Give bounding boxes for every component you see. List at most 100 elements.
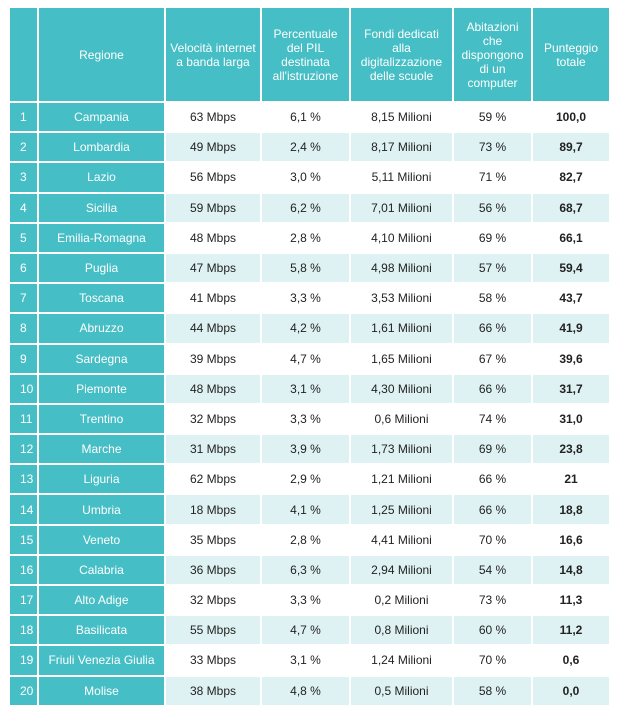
total-score-cell: 0,0 <box>533 676 609 705</box>
rank-cell: 3 <box>10 163 37 192</box>
broadband-speed-cell: 18 Mbps <box>166 495 260 524</box>
broadband-speed-cell: 39 Mbps <box>166 344 260 373</box>
broadband-speed-cell: 41 Mbps <box>166 284 260 313</box>
digitalization-funds-cell: 1,65 Milioni <box>351 344 452 373</box>
homes-with-computer-cell: 59 % <box>454 103 531 132</box>
region-cell: Toscana <box>39 284 164 313</box>
table-row: 9 Sardegna 39 Mbps 4,7 % 1,65 Milioni 67 % 39,… <box>10 344 609 373</box>
total-score-cell: 39,6 <box>533 344 609 373</box>
region-cell: Veneto <box>39 525 164 554</box>
gdp-education-cell: 3,0 % <box>262 163 349 192</box>
table-row: 4 Sicilia 59 Mbps 6,2 % 7,01 Milioni 56 % 68,7 <box>10 193 609 222</box>
region-cell: Friuli Venezia Giulia <box>39 646 164 675</box>
rank-cell: 2 <box>10 133 37 162</box>
digitalization-funds-cell: 1,73 Milioni <box>351 435 452 464</box>
region-cell: Liguria <box>39 465 164 494</box>
total-score-cell: 41,9 <box>533 314 609 343</box>
rank-cell: 11 <box>10 404 37 434</box>
homes-with-computer-cell: 73 % <box>454 586 531 615</box>
homes-with-computer-cell: 74 % <box>454 404 531 434</box>
table-row: 10 Piemonte 48 Mbps 3,1 % 4,30 Milioni 66 % 31… <box>10 374 609 403</box>
homes-with-computer-cell: 66 % <box>454 495 531 524</box>
table-row: 11 Trentino 32 Mbps 3,3 % 0,6 Milioni 74 % 31,… <box>10 404 609 434</box>
digitalization-funds-cell: 4,98 Milioni <box>351 253 452 283</box>
broadband-speed-cell: 38 Mbps <box>166 676 260 705</box>
rank-cell: 16 <box>10 555 37 584</box>
rank-cell: 19 <box>10 646 37 675</box>
table-row: 13 Liguria 62 Mbps 2,9 % 1,21 Milioni 66 % 21 <box>10 465 609 494</box>
region-cell: Trentino <box>39 404 164 434</box>
table-row: 20 Molise 38 Mbps 4,8 % 0,5 Milioni 58 % 0,0 <box>10 676 609 705</box>
digitalization-funds-cell: 4,30 Milioni <box>351 374 452 403</box>
rank-cell: 4 <box>10 193 37 222</box>
digitalization-funds-cell: 1,24 Milioni <box>351 646 452 675</box>
table-header-row: Regione Velocità internet a banda larga … <box>10 8 609 101</box>
broadband-speed-cell: 31 Mbps <box>166 435 260 464</box>
total-score-cell: 23,8 <box>533 435 609 464</box>
homes-with-computer-cell: 73 % <box>454 133 531 162</box>
homes-with-computer-cell: 70 % <box>454 525 531 554</box>
gdp-education-cell: 4,7 % <box>262 616 349 645</box>
digitalization-funds-cell: 2,94 Milioni <box>351 555 452 584</box>
gdp-education-cell: 6,1 % <box>262 103 349 132</box>
gdp-education-cell: 4,1 % <box>262 495 349 524</box>
region-cell: Basilicata <box>39 616 164 645</box>
gdp-education-cell: 6,2 % <box>262 193 349 222</box>
rank-cell: 20 <box>10 676 37 705</box>
total-score-cell: 14,8 <box>533 555 609 584</box>
rank-cell: 12 <box>10 435 37 464</box>
homes-with-computer-cell: 69 % <box>454 435 531 464</box>
broadband-speed-cell: 35 Mbps <box>166 525 260 554</box>
gdp-education-cell: 3,1 % <box>262 374 349 403</box>
broadband-speed-cell: 32 Mbps <box>166 586 260 615</box>
header-total-score: Punteggio totale <box>533 8 609 101</box>
gdp-education-cell: 3,3 % <box>262 586 349 615</box>
gdp-education-cell: 3,1 % <box>262 646 349 675</box>
table-row: 15 Veneto 35 Mbps 2,8 % 4,41 Milioni 70 % 16,6 <box>10 525 609 554</box>
region-cell: Abruzzo <box>39 314 164 343</box>
homes-with-computer-cell: 58 % <box>454 676 531 705</box>
table-row: 17 Alto Adige 32 Mbps 3,3 % 0,2 Milioni 73 % 1… <box>10 586 609 615</box>
header-gdp-education: Percentuale del PIL destinata all'istruz… <box>262 8 349 101</box>
homes-with-computer-cell: 60 % <box>454 616 531 645</box>
rank-cell: 14 <box>10 495 37 524</box>
header-rank <box>10 8 37 101</box>
gdp-education-cell: 3,3 % <box>262 284 349 313</box>
broadband-speed-cell: 36 Mbps <box>166 555 260 584</box>
homes-with-computer-cell: 70 % <box>454 646 531 675</box>
broadband-speed-cell: 59 Mbps <box>166 193 260 222</box>
digitalization-funds-cell: 0,5 Milioni <box>351 676 452 705</box>
rank-cell: 8 <box>10 314 37 343</box>
total-score-cell: 11,3 <box>533 586 609 615</box>
gdp-education-cell: 2,9 % <box>262 465 349 494</box>
total-score-cell: 89,7 <box>533 133 609 162</box>
broadband-speed-cell: 49 Mbps <box>166 133 260 162</box>
region-cell: Piemonte <box>39 374 164 403</box>
region-cell: Emilia-Romagna <box>39 223 164 252</box>
homes-with-computer-cell: 57 % <box>454 253 531 283</box>
region-cell: Sicilia <box>39 193 164 222</box>
region-cell: Umbria <box>39 495 164 524</box>
header-digitalization-funds: Fondi dedicati alla digitalizzazione del… <box>351 8 452 101</box>
digitalization-funds-cell: 0,6 Milioni <box>351 404 452 434</box>
digitalization-funds-cell: 0,2 Milioni <box>351 586 452 615</box>
digitalization-funds-cell: 7,01 Milioni <box>351 193 452 222</box>
table-row: 16 Calabria 36 Mbps 6,3 % 2,94 Milioni 54 % 14… <box>10 555 609 584</box>
table-row: 2 Lombardia 49 Mbps 2,4 % 8,17 Milioni 73 % 89… <box>10 133 609 162</box>
header-homes-with-computer: Abitazioni che dispongono di un computer <box>454 8 531 101</box>
table-row: 1 Campania 63 Mbps 6,1 % 8,15 Milioni 59 % 100… <box>10 103 609 132</box>
total-score-cell: 68,7 <box>533 193 609 222</box>
broadband-speed-cell: 47 Mbps <box>166 253 260 283</box>
homes-with-computer-cell: 67 % <box>454 344 531 373</box>
region-cell: Calabria <box>39 555 164 584</box>
region-cell: Campania <box>39 103 164 132</box>
rank-cell: 15 <box>10 525 37 554</box>
homes-with-computer-cell: 66 % <box>454 374 531 403</box>
total-score-cell: 82,7 <box>533 163 609 192</box>
broadband-speed-cell: 62 Mbps <box>166 465 260 494</box>
total-score-cell: 43,7 <box>533 284 609 313</box>
table-row: 8 Abruzzo 44 Mbps 4,2 % 1,61 Milioni 66 % 41,9 <box>10 314 609 343</box>
homes-with-computer-cell: 66 % <box>454 465 531 494</box>
broadband-speed-cell: 55 Mbps <box>166 616 260 645</box>
digitalization-funds-cell: 4,10 Milioni <box>351 223 452 252</box>
